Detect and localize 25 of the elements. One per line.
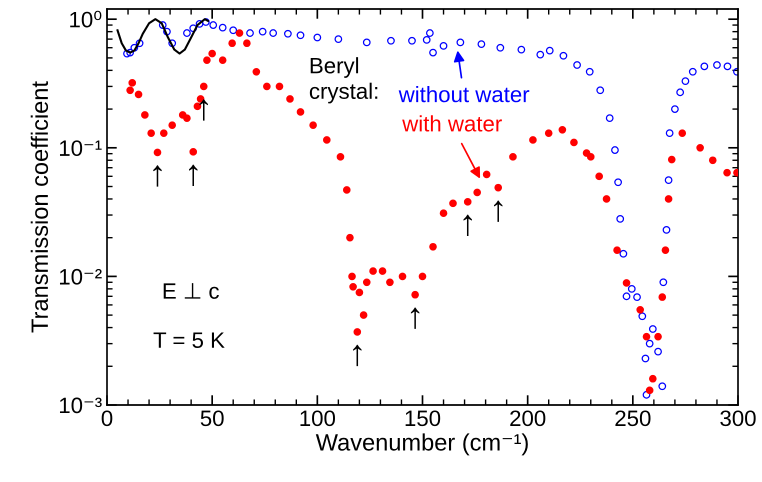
annotation: without water <box>398 86 530 102</box>
x-tick-label: 150 <box>406 410 440 426</box>
annotation: ↑ <box>189 164 198 186</box>
y-axis-title: Transmission coefficient <box>30 81 48 332</box>
annotation: ↑ <box>410 308 420 329</box>
x-axis-title: Wavenumber (cm⁻¹) <box>316 433 528 456</box>
y-tick-label: 10⁰ <box>70 10 102 28</box>
x-tick-label: 300 <box>720 410 756 426</box>
annotation: with water <box>402 115 502 132</box>
annotation: ↑ <box>153 165 162 187</box>
annotation: ↑ <box>463 214 472 236</box>
y-tick-label: 10⁻³ <box>60 398 102 414</box>
y-tick-label: 10⁻² <box>60 268 102 285</box>
annotation: ↑ <box>353 344 362 366</box>
x-tick-label: 100 <box>300 410 336 426</box>
x-tick-label: 200 <box>510 410 546 426</box>
y-tick-label: 10⁻¹ <box>60 140 102 156</box>
x-tick-label: 250 <box>615 410 651 426</box>
x-tick-label: 50 <box>200 410 224 426</box>
annotation: ↑ <box>494 200 502 222</box>
x-tick-label: 0 <box>102 410 112 426</box>
annotation: Beryl crystal: <box>310 57 378 104</box>
annotation: ↑ <box>200 99 208 121</box>
annotation: E ⊥ c <box>164 283 219 299</box>
annotation: T = 5 K <box>154 332 225 348</box>
